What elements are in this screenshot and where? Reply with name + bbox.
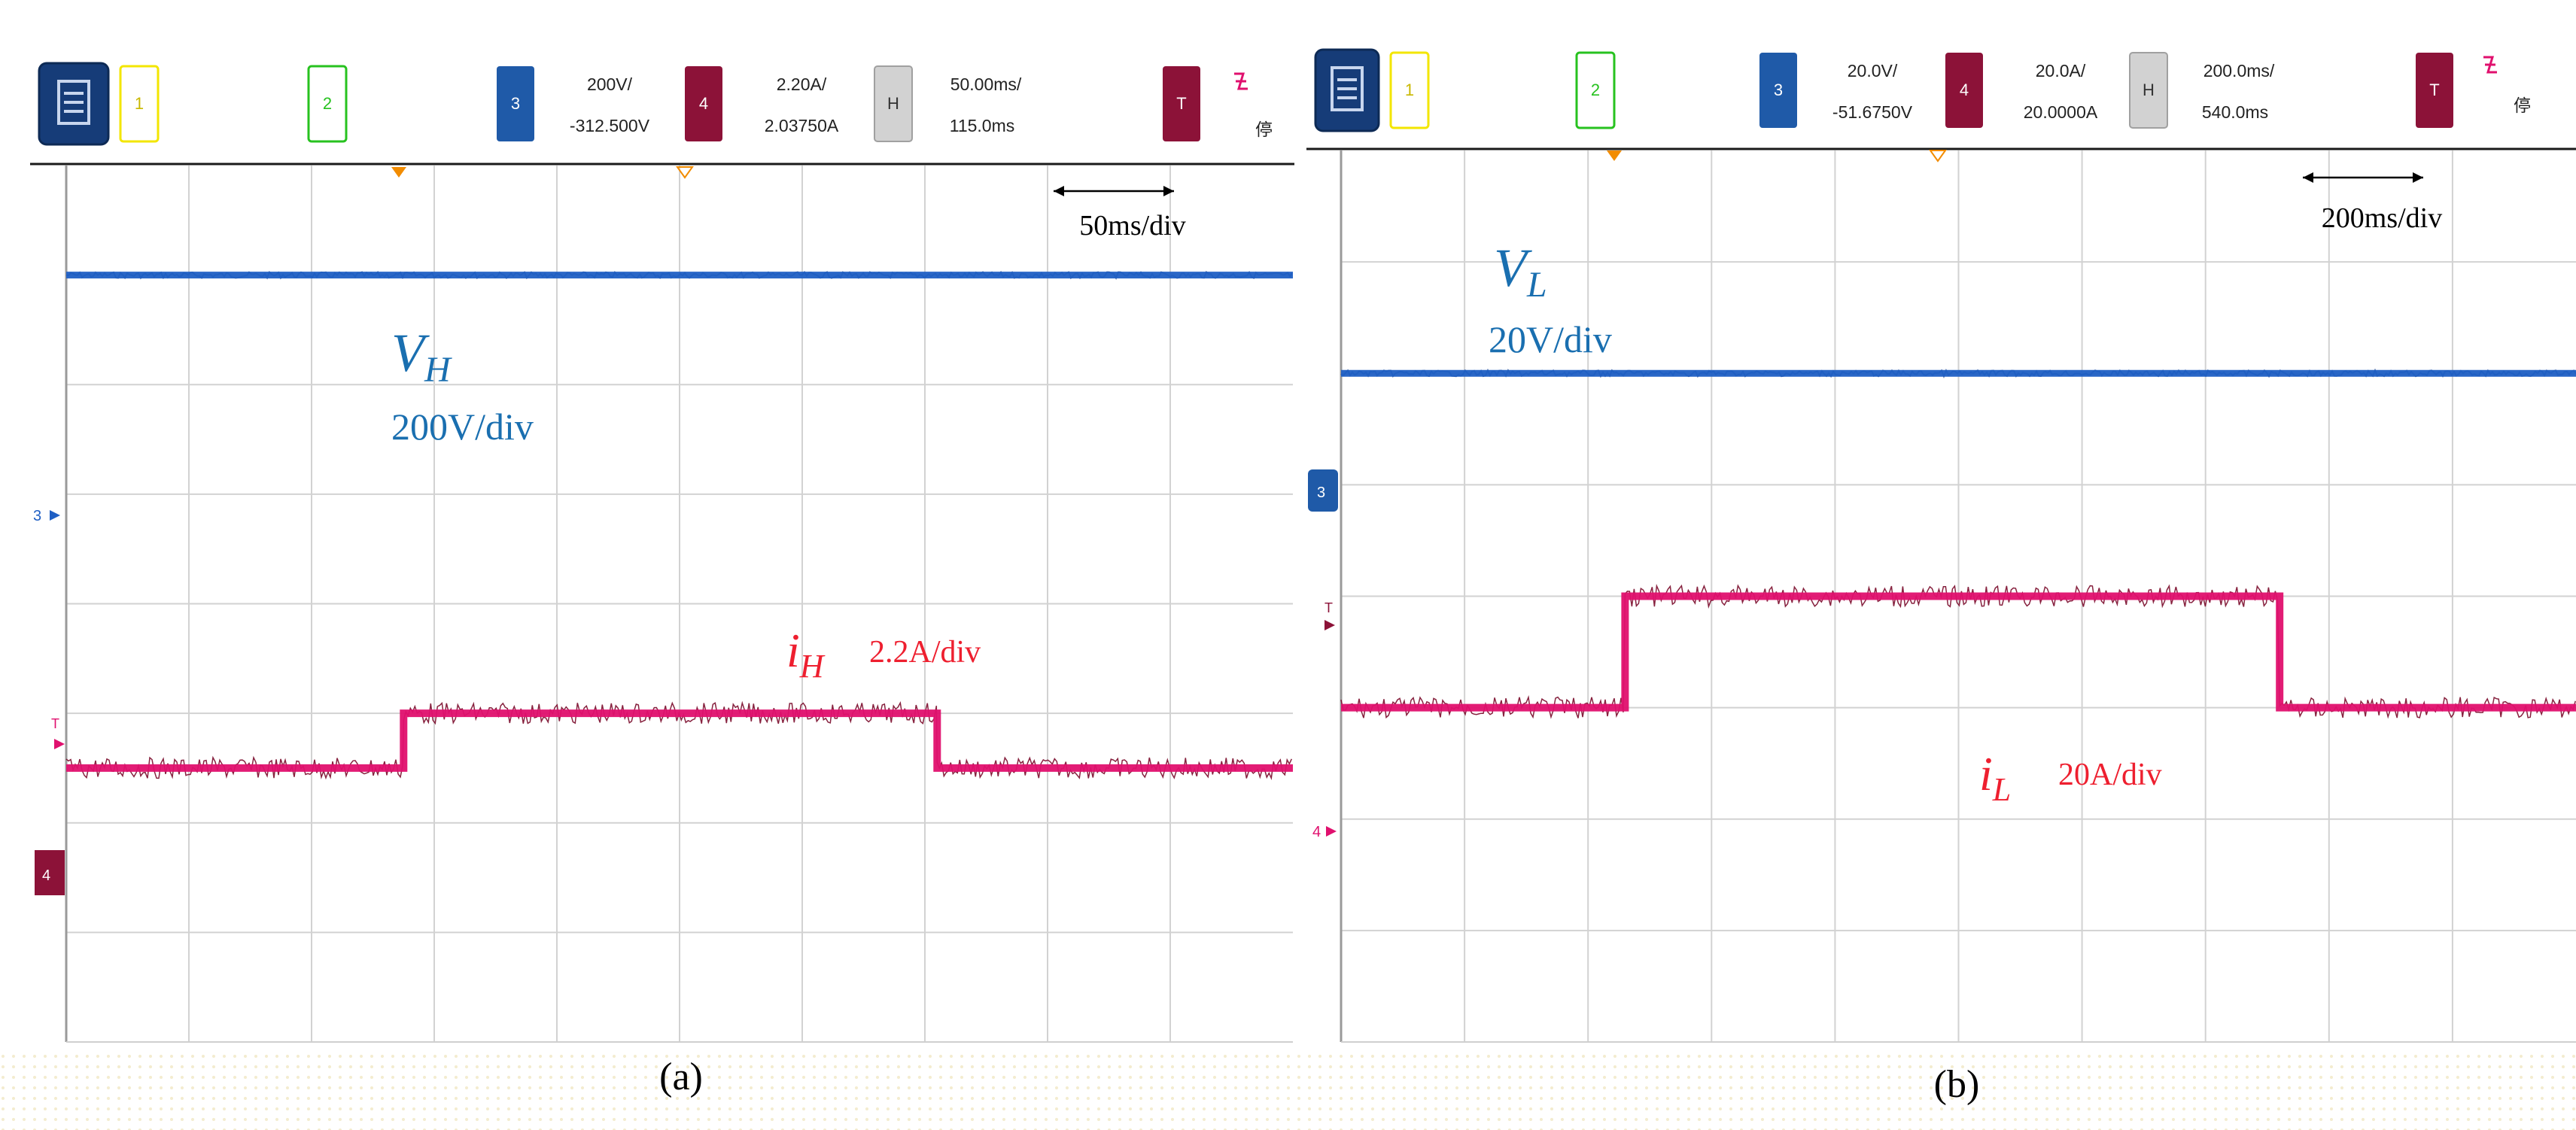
voltage-label: VH [391,323,452,390]
ch4-button[interactable]: 4 [685,66,722,141]
time-scale-label: 50ms/div [1079,210,1185,241]
ch3-label: 3 [1774,80,1783,99]
trigger-level-marker: T [1324,600,1335,630]
ch4-button[interactable]: 4 [1945,53,1983,128]
plot-b: 3 T 4 200ms/div VL 20V/div iL 20A/div [1308,150,2576,1043]
h-position: 115.0ms [950,116,1015,135]
ch4-label: 4 [1960,80,1969,99]
current-label: iH [786,624,826,685]
run-status: 停 [1255,120,1273,139]
current-scale-label: 20A/div [2058,758,2162,792]
ch4-marker: 4 [1312,824,1337,840]
ch4-label: 4 [699,94,708,113]
panel-a: 1 2 3 200V/ -312.500V 4 2.20A/ 2.03750A … [30,62,1294,1098]
time-scale-label: 200ms/div [2322,202,2442,234]
ch2-button[interactable]: 2 [307,65,348,143]
trigger-position-marker [391,167,406,178]
current-scale-label: 2.2A/div [869,635,981,670]
voltage-scale-label: 200V/div [391,406,534,448]
traces-a [65,270,1293,781]
ch4-offset: 20.0000A [2024,102,2098,122]
ch2-button[interactable]: 2 [1575,51,1616,129]
ch4-offset: 2.03750A [765,116,839,135]
panel-b: 1 2 3 20.0V/ -51.6750V 4 20.0A/ 20.0000A… [1306,48,2576,1106]
horizontal-position-marker [676,166,694,179]
menu-icon [1331,66,1364,111]
menu-icon [57,80,90,125]
voltage-scale-label: 20V/div [1489,318,1612,360]
ch3-scale: 200V/ [587,74,633,94]
caption-a: (a) [659,1056,703,1098]
horizontal-button[interactable]: H [2129,52,2168,129]
h-scale: 200.0ms/ [2203,61,2275,80]
caption-b: (b) [1934,1063,1980,1106]
ch1-button[interactable]: 1 [1389,51,1430,129]
trigger-button[interactable]: T [2416,53,2453,128]
svg-text:4: 4 [1312,824,1321,840]
ch4-scale: 2.20A/ [777,74,827,94]
ch1-button[interactable]: 1 [119,65,160,143]
ch3-offset: -51.6750V [1832,102,1913,122]
svg-text:T: T [51,716,59,731]
ch1-label: 1 [1405,80,1414,99]
trigger-label: T [1176,94,1186,113]
svg-text:3: 3 [1317,485,1325,501]
menu-button[interactable] [38,62,110,146]
ch3-button[interactable]: 3 [497,66,534,141]
h-label: H [887,94,899,113]
ch3-marker: 3 [1308,469,1338,512]
ch3-offset: -312.500V [570,116,650,135]
falling-edge-icon [1234,72,1248,90]
traces-b [1340,368,2576,719]
ch3-marker: 3 [33,508,60,524]
svg-text:4: 4 [42,867,50,884]
footer-band [0,1053,2576,1130]
ch2-label: 2 [323,94,332,113]
plot-a: 3 T 4 50ms/div VH 200V/div iH [33,166,1293,1043]
toolbar-a: 1 2 3 200V/ -312.500V 4 2.20A/ 2.03750A … [38,62,1273,146]
trigger-label: T [2429,80,2439,99]
svg-text:T: T [1324,600,1333,615]
horizontal-button[interactable]: H [874,65,913,142]
ch1-label: 1 [135,94,144,113]
ch3-button[interactable]: 3 [1759,53,1797,128]
voltage-label: VL [1494,238,1547,305]
svg-text:3: 3 [33,508,41,524]
falling-edge-icon [2483,56,2497,74]
series-i_L-line [1341,592,2576,712]
series-i_H-line [66,709,1293,772]
trigger-level-marker: T [51,716,65,749]
ch4-scale: 20.0A/ [2036,61,2086,80]
ch3-scale: 20.0V/ [1848,61,1898,80]
time-scale-arrow [1054,186,1174,196]
h-label: H [2143,80,2155,99]
time-scale-arrow [2303,172,2423,183]
h-position: 540.0ms [2202,102,2268,122]
run-status: 停 [2514,96,2531,115]
ch4-marker: 4 [35,850,65,895]
ch3-label: 3 [511,94,520,113]
ch2-label: 2 [1591,80,1600,99]
current-label: iL [1979,747,2011,808]
trigger-position-marker [1607,150,1622,161]
trigger-button[interactable]: T [1163,66,1200,141]
toolbar-b: 1 2 3 20.0V/ -51.6750V 4 20.0A/ 20.0000A… [1314,48,2531,132]
horizontal-position-marker [1929,150,1947,163]
grid-a [65,166,1293,1043]
h-scale: 50.00ms/ [950,74,1022,94]
menu-button[interactable] [1314,48,1380,132]
